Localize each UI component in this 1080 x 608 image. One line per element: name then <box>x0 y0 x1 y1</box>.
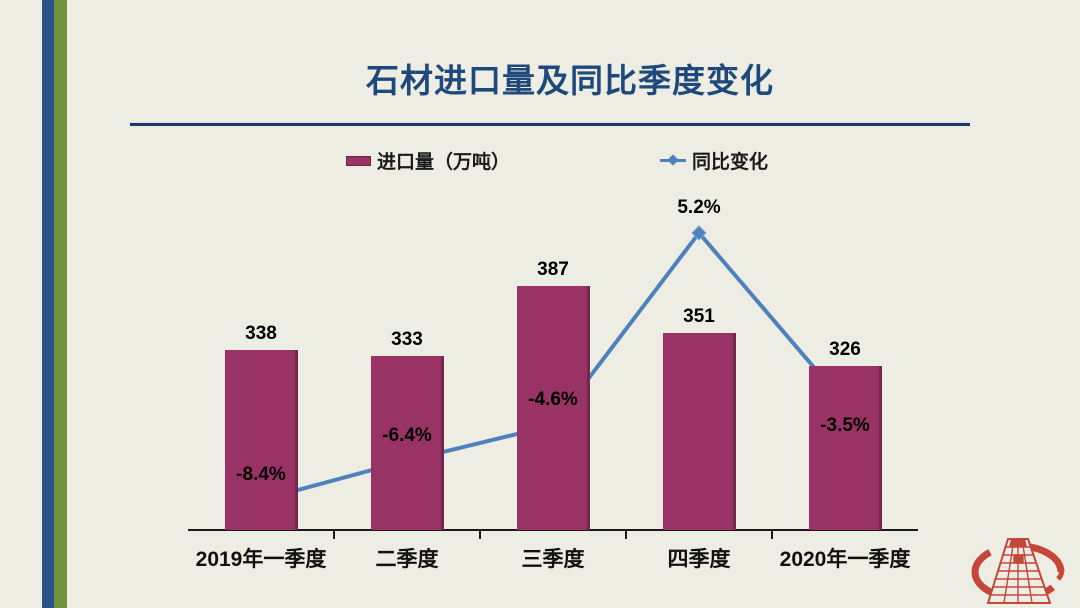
bar-value-label: 333 <box>391 329 423 351</box>
bar-value-label: 351 <box>683 305 715 327</box>
bar <box>516 285 590 530</box>
bar <box>662 332 736 530</box>
axis-tick <box>771 531 773 539</box>
bar-value-label: 326 <box>829 338 861 360</box>
bar-series-swatch-icon <box>346 155 371 166</box>
pct-label: -6.4% <box>382 424 432 446</box>
x-axis-label: 2019年一季度 <box>195 548 327 571</box>
bar <box>808 365 882 530</box>
axis-tick <box>333 531 335 539</box>
pct-label: 5.2% <box>677 196 721 218</box>
legend-item-yoy: 同比变化 <box>660 147 768 174</box>
left-accent-stripe-blue <box>42 0 54 608</box>
x-axis-label: 四季度 <box>667 548 731 571</box>
yoy-point-marker <box>691 225 707 241</box>
bar <box>370 356 444 530</box>
legend-label-yoy: 同比变化 <box>692 152 769 173</box>
x-axis-label: 2020年一季度 <box>779 548 911 571</box>
chart-title: 石材进口量及同比季度变化 <box>366 62 774 99</box>
association-logo-icon <box>971 538 1065 604</box>
axis-tick <box>479 531 481 539</box>
pct-label: -4.6% <box>528 389 578 411</box>
line-series-swatch-icon <box>660 154 686 166</box>
bar <box>224 349 298 530</box>
bar-value-label: 338 <box>245 322 277 344</box>
x-axis-label: 三季度 <box>521 548 585 571</box>
legend-label-imports: 进口量（万吨） <box>377 152 511 173</box>
x-axis-label: 二季度 <box>375 548 439 571</box>
title-divider <box>130 122 970 126</box>
x-axis-line <box>188 529 918 531</box>
axis-tick <box>625 531 627 539</box>
legend-item-imports: 进口量（万吨） <box>346 147 510 174</box>
left-accent-stripe-green <box>54 0 67 608</box>
pct-label: -3.5% <box>820 414 870 436</box>
bar-value-label: 387 <box>537 258 569 280</box>
pct-label: -8.4% <box>236 463 286 485</box>
